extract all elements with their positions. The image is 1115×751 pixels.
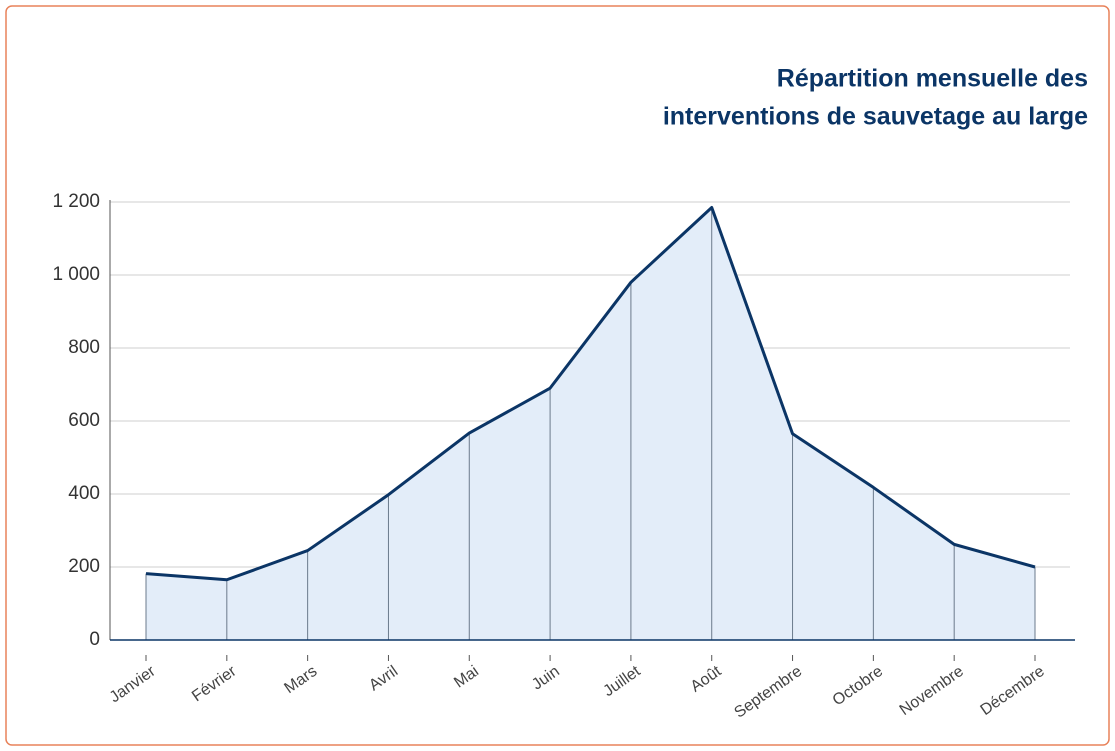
chart-title: Répartition mensuelle des (777, 65, 1088, 93)
y-tick-label: 1 200 (52, 191, 100, 212)
area-fill (146, 207, 1035, 640)
y-tick-label: 800 (68, 337, 100, 358)
chart-title: interventions de sauvetage au large (663, 103, 1088, 131)
y-tick-label: 400 (68, 483, 100, 504)
y-tick-label: 1 000 (52, 264, 100, 285)
y-tick-label: 200 (68, 556, 100, 577)
y-tick-label: 0 (89, 629, 100, 650)
line (145, 205, 1036, 582)
y-tick-label: 600 (68, 410, 100, 431)
